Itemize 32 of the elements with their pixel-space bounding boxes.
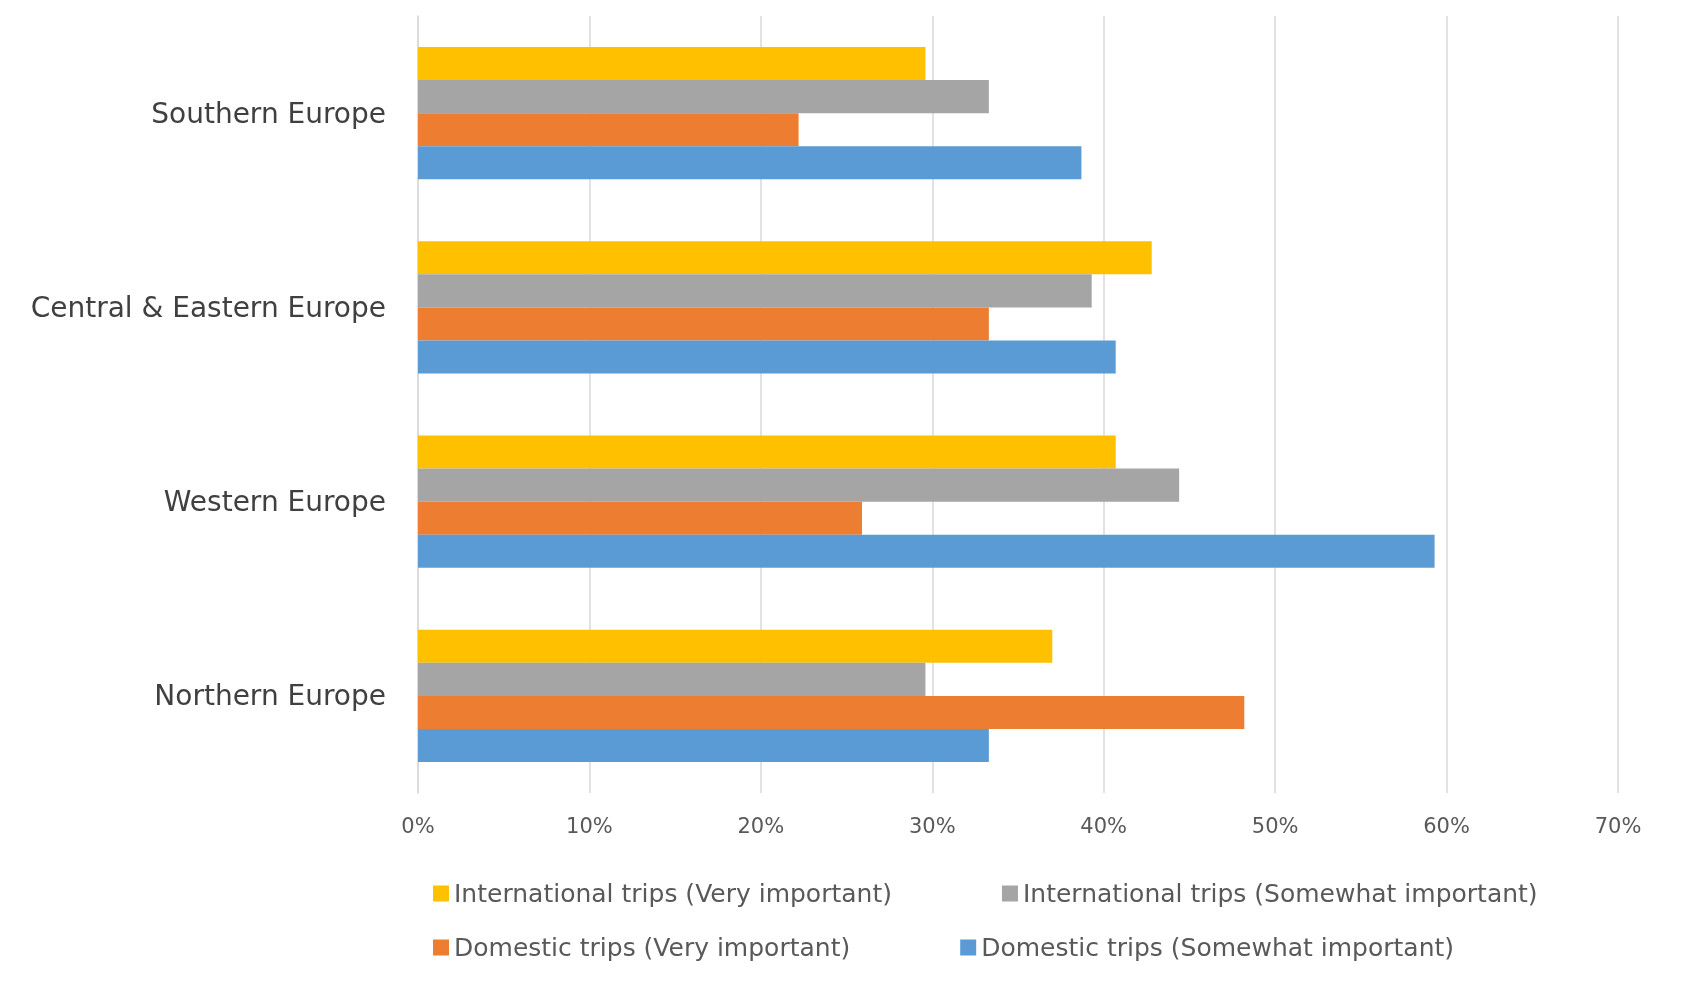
y-tick-label: Western Europe [163,485,386,519]
x-tick-label: 50% [1251,813,1299,838]
legend-label: Domestic trips (Very important) [454,933,851,962]
bar [418,274,1092,308]
x-tick-label: 0% [401,813,435,838]
bar [418,435,1116,469]
legend-label: Domestic trips (Somewhat important) [981,933,1455,962]
y-tick-label: Southern Europe [151,96,386,130]
bar [418,662,926,696]
x-tick-label: 30% [908,813,956,838]
x-tick-label: 10% [566,813,613,838]
bar [418,340,1116,374]
bar [418,80,989,114]
bar [418,501,862,535]
y-tick-label: Northern Europe [154,679,386,713]
legend-label: International trips (Somewhat important) [1022,879,1538,908]
x-tick-label: 70% [1594,813,1642,838]
x-tick-label: 20% [737,813,785,838]
bar [418,113,799,147]
legend-label: International trips (Very important) [454,879,892,908]
bar [418,47,926,81]
x-tick-label: 60% [1423,813,1470,838]
bar [418,629,1053,663]
bar [418,728,989,762]
bar [418,146,1082,180]
bar [418,307,989,341]
y-tick-label: Central & Eastern Europe [30,290,386,324]
bar [418,695,1245,729]
bar [418,534,1435,568]
bar [418,241,1152,275]
x-tick-label: 40% [1080,813,1128,838]
bar [418,468,1180,502]
